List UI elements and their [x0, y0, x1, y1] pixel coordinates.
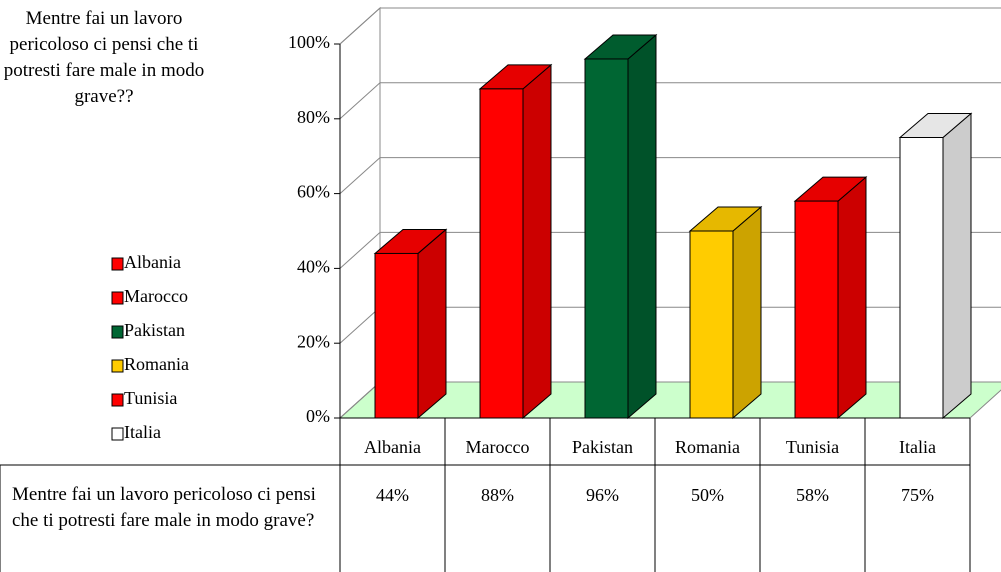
value-label: 44%	[376, 485, 409, 505]
legend-swatch	[111, 359, 124, 373]
value-label: 58%	[796, 485, 829, 505]
legend-label: Romania	[124, 354, 189, 374]
grid-line	[339, 232, 381, 269]
bar	[479, 88, 524, 419]
legend-label: Albania	[124, 252, 181, 272]
bar-side	[837, 175, 867, 420]
chart-title: Mentre fai un lavoro pericoloso ci pensi…	[3, 8, 205, 107]
y-tick-label: 60%	[297, 182, 330, 202]
grid-line	[339, 82, 381, 120]
bar	[374, 252, 419, 419]
legend-label: Marocco	[124, 286, 188, 306]
x-tick-label: Tunisia	[786, 437, 839, 457]
bar	[899, 137, 944, 419]
legend-swatch	[111, 291, 124, 305]
bar-side	[627, 33, 657, 420]
legend-swatch	[111, 393, 124, 407]
x-tick-label: Italia	[899, 437, 936, 457]
bar-side	[522, 63, 552, 420]
bar	[689, 230, 734, 419]
x-tick-label: Pakistan	[572, 437, 633, 457]
bar	[794, 200, 839, 419]
side-wall	[339, 6, 381, 420]
grid-line	[339, 7, 381, 45]
value-label: 96%	[586, 485, 619, 505]
x-tick-label: Albania	[364, 437, 421, 457]
legend-label: Tunisia	[124, 388, 177, 408]
grid-line	[339, 306, 381, 344]
y-tick-label: 100%	[288, 32, 330, 52]
legend-label: Italia	[124, 422, 161, 442]
bar-side	[417, 228, 447, 420]
bar-side	[732, 205, 762, 420]
x-tick-label: Romania	[675, 437, 740, 457]
bar	[584, 58, 629, 419]
value-label: 88%	[481, 485, 514, 505]
grid-line	[339, 381, 381, 419]
value-label: 50%	[691, 485, 724, 505]
bar-side	[942, 112, 972, 420]
legend-swatch	[111, 325, 124, 339]
y-tick-label: 20%	[297, 331, 330, 351]
legend-swatch	[111, 257, 124, 271]
x-tick-label: Marocco	[466, 437, 530, 457]
y-tick-label: 0%	[306, 406, 330, 426]
legend-label: Pakistan	[124, 320, 185, 340]
value-label: 75%	[901, 485, 934, 505]
y-tick-label: 80%	[297, 107, 330, 127]
legend-swatch	[111, 427, 124, 441]
grid-line	[339, 157, 381, 194]
y-tick-label: 40%	[297, 257, 330, 277]
table-row-label: Mentre fai un lavoro pericoloso ci pensi…	[12, 484, 316, 531]
